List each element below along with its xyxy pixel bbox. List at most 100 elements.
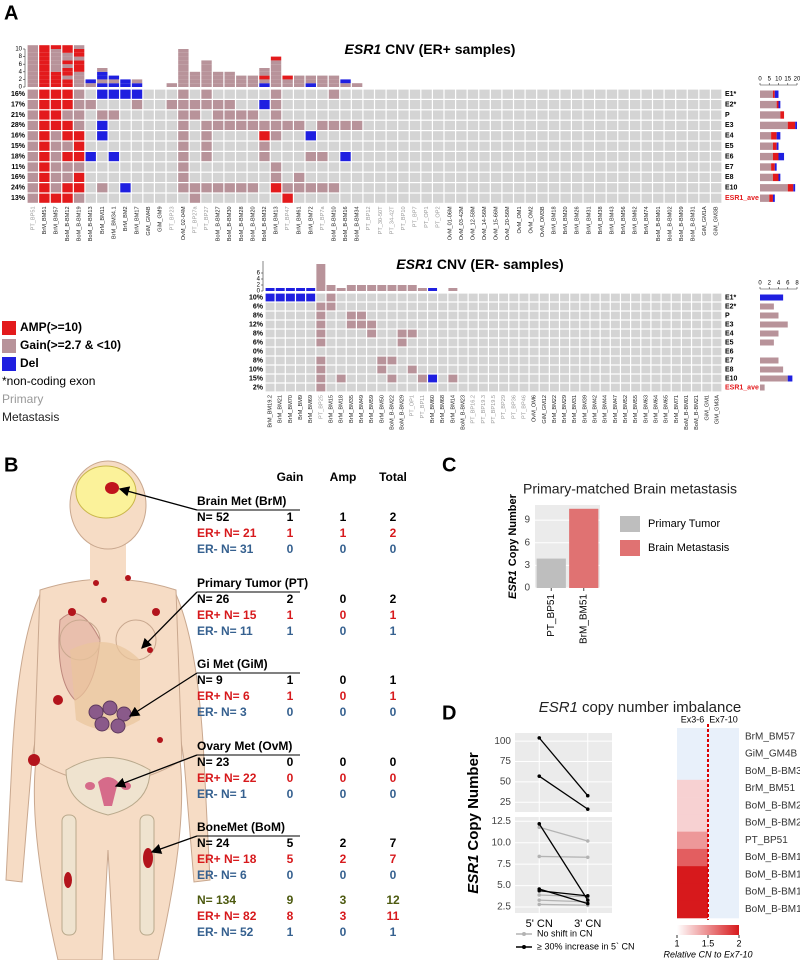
heatmap-cell [270,100,282,110]
heatmap-cell [590,374,600,383]
line [539,890,588,897]
table-value: 2 [390,510,397,524]
sample-label: GiM_GM1A [702,206,708,235]
heatmap-cell [509,383,519,392]
heatmap-cell [224,110,235,120]
heatmap-cell [629,152,641,162]
table-value: 7 [390,852,397,866]
gene-name: ESR1 [539,699,578,716]
heatmap-cell [296,293,306,302]
heatmap-cell [664,120,676,130]
heatmap-cell [537,120,548,130]
heatmap-cell [398,172,409,182]
heatmap-cell [340,193,351,203]
sample-label: BoM_B-BM01 [684,395,690,430]
heatmap-cell [417,347,427,356]
sample-label: GiM_GM1 [704,395,710,421]
heatmap-cell [131,120,143,130]
count-bar [760,330,779,337]
heatmap-cell [458,329,468,338]
heatmap-cell [671,347,681,356]
sample-label: PT_BP47 [285,206,291,230]
count-bar-segment [178,56,189,61]
count-bar-segment [316,270,326,273]
table-value: 2 [287,592,294,606]
count-bar-segment [387,285,397,288]
heatmap-cell [275,293,285,302]
count-bar [760,111,781,119]
count-bar-segment [62,75,73,80]
count-bar-segment [62,56,73,61]
heatmap-cell [468,293,478,302]
heatmap-cell [711,100,722,110]
heatmap-cell [537,193,548,203]
heatmap-cell [702,320,712,329]
heatmap-cell [282,141,293,151]
heatmap-cell [259,193,270,203]
heatmap-cell [529,320,539,329]
heatmap-cell [489,356,498,365]
heatmap-cell [438,320,448,329]
heatmap-cell [143,193,154,203]
heatmap-cell [606,131,618,141]
count-bar-segment [108,83,120,87]
row-label: ER- N= 31 [197,542,254,556]
sample-label: PT_BP29 [501,395,507,419]
heatmap-cell [50,120,62,130]
heatmap-cell [224,162,235,172]
heatmap-cell [351,183,363,193]
heatmap-cell [351,193,363,203]
heatmap-cell [572,120,583,130]
heatmap-cell [97,110,108,120]
heatmap-cell [489,383,498,392]
heatmap-cell [676,110,687,120]
count-bar [774,163,777,171]
heatmap-cell [377,356,387,365]
heatmap-cell [387,293,397,302]
heatmap-cell [131,162,143,172]
heatmap-cell [305,89,316,99]
heatmap-cell [664,162,676,172]
heatmap-cell [296,338,306,347]
heatmap-cell [285,320,295,329]
sample-label: PT_BP46 [521,395,527,419]
count-bar-segment [236,75,247,80]
count-bar-segment [346,288,356,291]
heatmap-cell [572,89,583,99]
heatmap-cell [428,293,438,302]
heatmap-cell [328,193,340,203]
sample-label: BrM_BM52 [623,395,629,423]
heatmap-cell [438,356,448,365]
heatmap-cell [651,356,661,365]
heatmap-cell [428,365,438,374]
heatmap-cell [456,183,467,193]
heatmap-cell [397,338,407,347]
heatmap-cell [661,374,671,383]
heatmap-cell [155,183,166,193]
heatmap-cell [514,162,525,172]
heatmap-cell [131,100,143,110]
heatmap-cell [514,172,525,182]
heatmap-cell [166,162,177,172]
heatmap-cell [73,100,85,110]
heatmap-cell [549,365,559,374]
heatmap-cell [336,338,346,347]
heatmap-cell [529,338,539,347]
heatmap-cell [166,89,177,99]
heatmap-cell [490,172,502,182]
count-bar [774,90,779,98]
heatmap-cell [265,293,275,302]
group-title: BoneMet (BoM) [197,820,285,834]
heatmap-cell [539,365,549,374]
heatmap-cell [519,338,529,347]
heatmap-cell [671,338,681,347]
count-bar-segment [316,267,326,270]
heatmap-cell [296,320,306,329]
heatmap-cell [702,365,712,374]
heatmap-cell [699,172,710,182]
heatmap-cell [708,779,739,798]
heatmap-cell [265,302,275,311]
heatmap-cell [641,320,651,329]
table-value: 3 [340,909,347,923]
table-value: 1 [287,689,294,703]
